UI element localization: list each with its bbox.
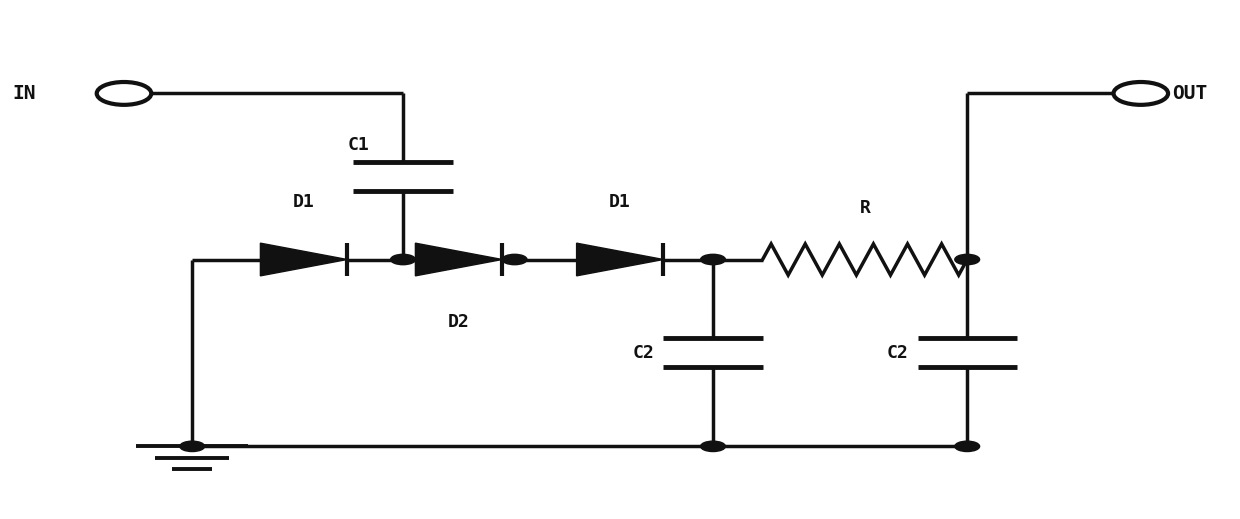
Circle shape bbox=[502, 254, 527, 265]
Circle shape bbox=[955, 254, 980, 265]
Text: R: R bbox=[859, 199, 870, 216]
Circle shape bbox=[180, 441, 205, 452]
Text: D1: D1 bbox=[609, 194, 631, 211]
Text: D1: D1 bbox=[293, 194, 315, 211]
Circle shape bbox=[701, 254, 725, 265]
Polygon shape bbox=[577, 243, 663, 276]
Text: OUT: OUT bbox=[1172, 84, 1207, 103]
Text: C2: C2 bbox=[632, 344, 655, 362]
Text: C1: C1 bbox=[347, 136, 370, 154]
Text: D2: D2 bbox=[448, 313, 470, 331]
Polygon shape bbox=[260, 243, 347, 276]
Text: C2: C2 bbox=[887, 344, 909, 362]
Circle shape bbox=[391, 254, 415, 265]
Circle shape bbox=[955, 441, 980, 452]
Polygon shape bbox=[415, 243, 502, 276]
Circle shape bbox=[701, 441, 725, 452]
Text: IN: IN bbox=[12, 84, 36, 103]
